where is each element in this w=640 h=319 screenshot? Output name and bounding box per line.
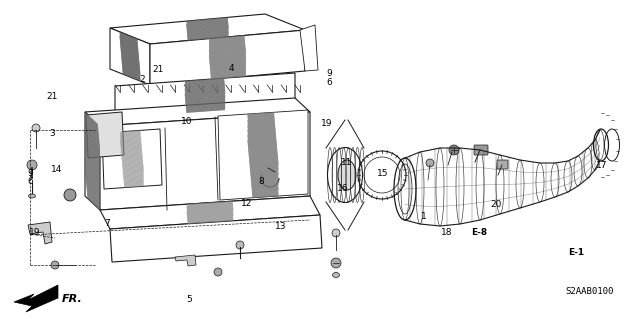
Text: 3: 3 [50, 130, 55, 138]
Text: 2: 2 [140, 75, 145, 84]
Text: 9: 9 [28, 169, 33, 178]
Text: E-8: E-8 [470, 228, 487, 237]
Text: 20: 20 [490, 200, 502, 209]
Polygon shape [300, 25, 318, 71]
Text: E-1: E-1 [568, 248, 584, 256]
Text: 14: 14 [51, 165, 62, 174]
Polygon shape [110, 215, 322, 262]
Text: 16: 16 [337, 184, 348, 193]
Circle shape [449, 145, 459, 155]
Ellipse shape [338, 160, 356, 190]
Ellipse shape [333, 272, 339, 278]
Text: 21: 21 [47, 92, 58, 101]
Polygon shape [86, 112, 124, 158]
Polygon shape [115, 73, 295, 118]
Circle shape [51, 261, 59, 269]
Text: 15: 15 [377, 169, 388, 178]
Text: 11: 11 [341, 158, 353, 167]
Polygon shape [102, 129, 162, 189]
Text: 9: 9 [327, 69, 332, 78]
Polygon shape [85, 98, 310, 126]
Ellipse shape [29, 194, 35, 198]
Polygon shape [110, 28, 150, 85]
Polygon shape [175, 255, 196, 266]
Polygon shape [110, 14, 305, 44]
Text: 6: 6 [327, 78, 332, 87]
Text: 18: 18 [441, 228, 452, 237]
Text: 17: 17 [596, 161, 607, 170]
Polygon shape [28, 222, 52, 244]
Polygon shape [100, 112, 310, 210]
Text: 13: 13 [275, 222, 286, 231]
Text: 12: 12 [241, 199, 252, 208]
Text: 8: 8 [259, 177, 264, 186]
Polygon shape [100, 196, 320, 229]
Circle shape [331, 258, 341, 268]
Text: 5: 5 [186, 295, 191, 304]
Text: 10: 10 [181, 117, 193, 126]
Text: FR.: FR. [62, 294, 83, 304]
Circle shape [32, 124, 40, 132]
Text: 19: 19 [321, 119, 332, 128]
Polygon shape [14, 285, 58, 312]
Polygon shape [85, 112, 100, 210]
Polygon shape [218, 110, 308, 200]
Polygon shape [150, 30, 305, 85]
Text: 21: 21 [152, 65, 164, 74]
Ellipse shape [328, 147, 362, 203]
Text: 1: 1 [421, 212, 426, 221]
Circle shape [214, 268, 222, 276]
FancyBboxPatch shape [474, 145, 488, 155]
Text: 7: 7 [105, 219, 110, 228]
Text: 6: 6 [28, 177, 33, 186]
Circle shape [332, 229, 340, 237]
Circle shape [64, 189, 76, 201]
Text: 4: 4 [229, 64, 234, 73]
Circle shape [426, 159, 434, 167]
FancyBboxPatch shape [497, 160, 508, 169]
Text: 19: 19 [29, 228, 41, 237]
Circle shape [236, 241, 244, 249]
Text: S2AAB0100: S2AAB0100 [566, 287, 614, 296]
Circle shape [27, 160, 37, 170]
